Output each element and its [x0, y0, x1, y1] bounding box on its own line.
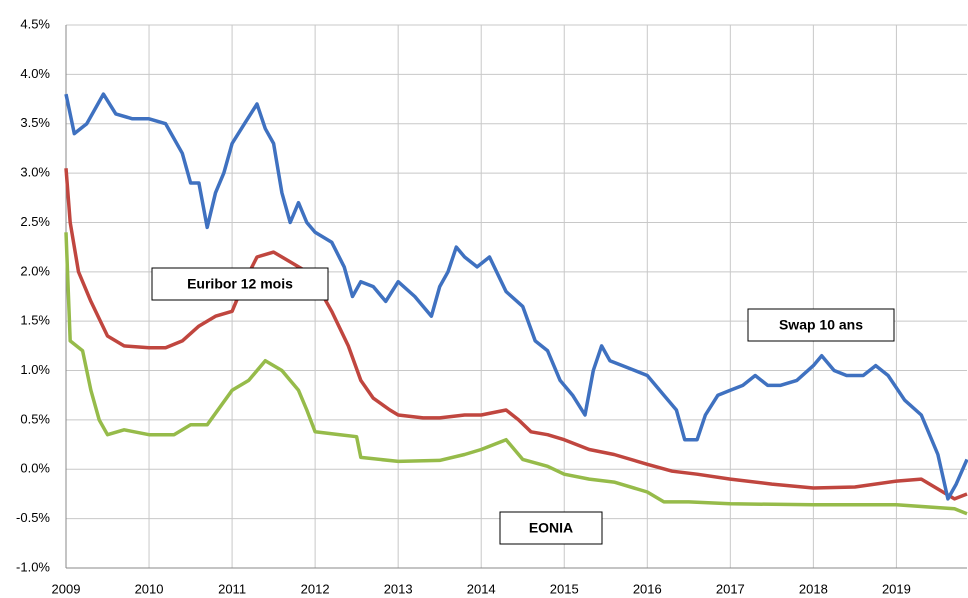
y-tick-label: 4.5%: [20, 16, 50, 31]
annotation: Swap 10 ans: [779, 317, 863, 333]
y-tick-label: -0.5%: [16, 510, 50, 525]
x-tick-label: 2014: [467, 581, 496, 596]
series-line: [64, 92, 968, 501]
y-tick-label: 2.0%: [20, 263, 50, 278]
y-tick-label: 1.5%: [20, 313, 50, 328]
y-tick-label: 3.0%: [20, 165, 50, 180]
x-tick-label: 2015: [550, 581, 579, 596]
annotation-box: [499, 511, 603, 545]
y-tick-label: 3.5%: [20, 115, 50, 130]
annotation-box: [747, 308, 895, 342]
x-tick-label: 2011: [218, 581, 246, 596]
x-tick-label: 2016: [633, 581, 662, 596]
x-tick-label: 2018: [799, 581, 828, 596]
x-tick-label: 2012: [301, 581, 330, 596]
y-tick-label: -1.0%: [16, 559, 50, 574]
series-line: [64, 168, 968, 501]
annotation-box: [151, 267, 329, 301]
y-tick-label: 4.0%: [20, 66, 50, 81]
x-tick-label: 2010: [135, 581, 164, 596]
x-tick-label: 2013: [384, 581, 413, 596]
y-tick-label: 0.5%: [20, 411, 50, 426]
y-tick-label: 0.0%: [20, 461, 50, 476]
y-tick-label: 2.5%: [20, 214, 50, 229]
annotation: EONIA: [529, 520, 573, 536]
annotation: Euribor 12 mois: [187, 276, 293, 292]
x-tick-label: 2009: [52, 581, 81, 596]
y-tick-label: 1.0%: [20, 362, 50, 377]
series-line: [64, 232, 968, 516]
x-tick-label: 2019: [882, 581, 911, 596]
x-tick-label: 2017: [716, 581, 745, 596]
